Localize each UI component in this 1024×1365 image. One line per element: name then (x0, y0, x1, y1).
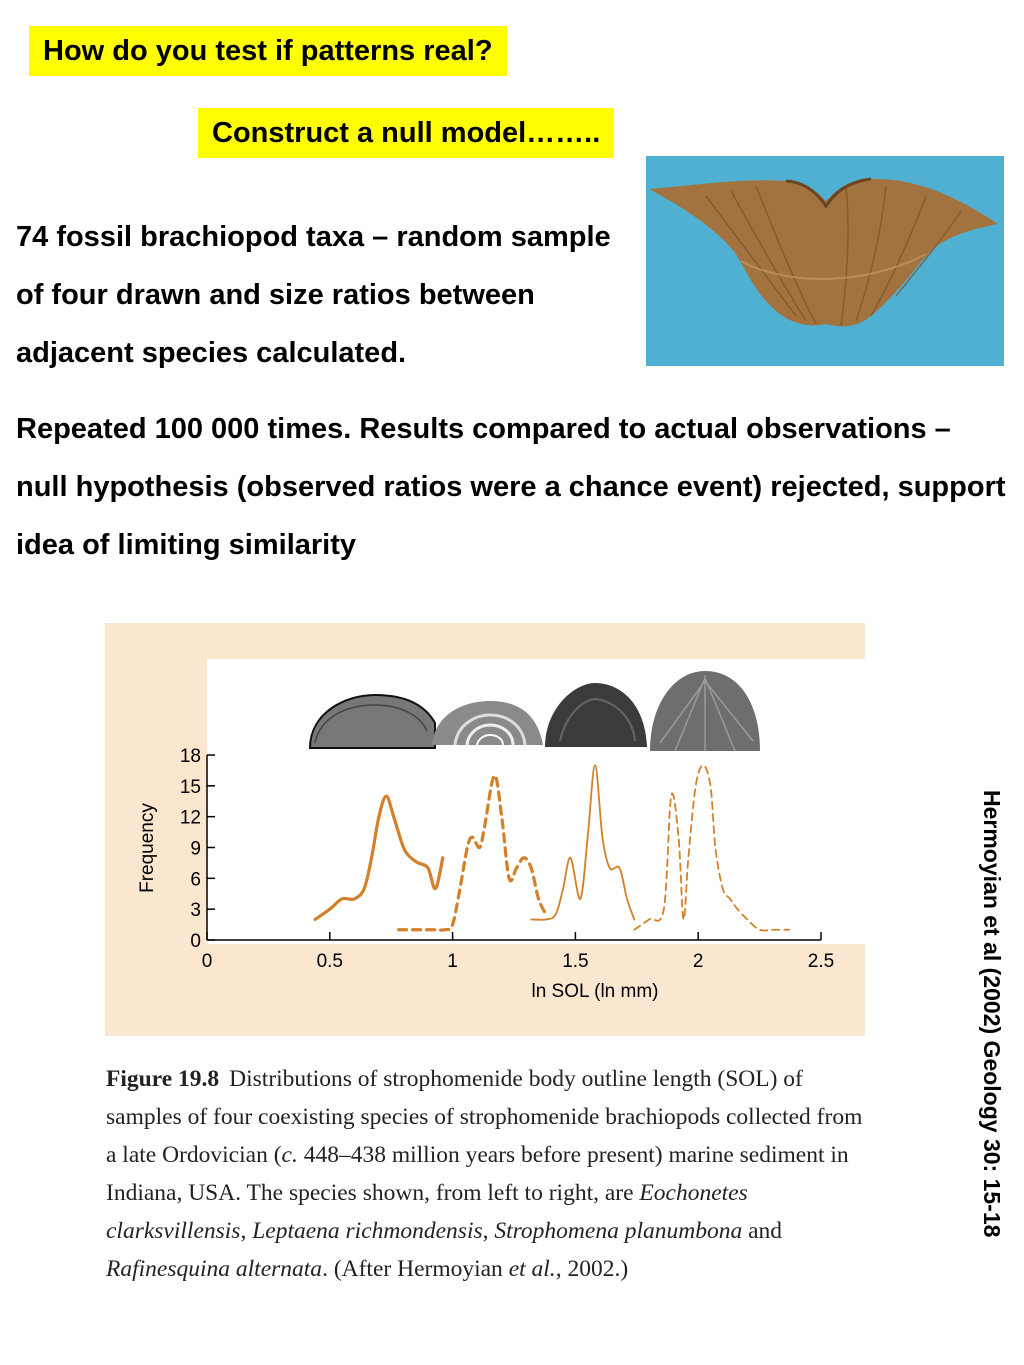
series-line-4 (633, 764, 790, 932)
shell-leptaena (432, 701, 543, 746)
x-tick-label: 1 (447, 951, 458, 972)
caption-part: Eochonetes clarksvillensis (106, 1180, 748, 1244)
shell-eochonetes (308, 693, 436, 749)
caption-part: et al. (508, 1256, 556, 1282)
shell-strophomena (545, 683, 647, 747)
x-tick-label: 1.5 (562, 951, 588, 972)
y-tick-label: 15 (180, 777, 201, 798)
caption-part: Distributions of strophomenide body outl… (106, 1066, 863, 1168)
brachiopod-sample-text: 74 fossil brachiopod taxa – random sampl… (16, 221, 611, 369)
caption-part: Rafinesquina alternata (106, 1256, 323, 1282)
y-tick-label: 6 (190, 869, 201, 890)
caption-part: c. (281, 1142, 298, 1168)
caption-part: , (240, 1218, 253, 1244)
y-tick-label: 0 (190, 931, 201, 952)
series-line-3 (530, 764, 636, 921)
x-tick-label: 2.5 (808, 951, 834, 972)
null-model-callout: Construct a null model…….. (198, 108, 615, 158)
caption-part: Leptaena richmondensis (252, 1218, 483, 1244)
figure-caption: Figure 19.8 Distributions of strophomenid… (106, 1060, 866, 1288)
brachiopod-photo (646, 156, 1004, 366)
citation-vertical: Hermoyian et al (2002) Geology 30: 15-18 (972, 790, 1012, 1310)
y-axis-label: Frequency (137, 803, 158, 893)
y-tick-label: 3 (190, 900, 201, 921)
caption-part: , 2002.) (555, 1256, 629, 1282)
x-tick-label: 0 (202, 951, 213, 972)
citation-text: Hermoyian et al (2002) Geology 30: 15-18 (979, 790, 1005, 1238)
caption-part: . (After Hermoyian (322, 1256, 509, 1282)
y-tick-label: 9 (190, 839, 201, 860)
chart-axes: 0 3 6 9 12 15 18 0 0.5 1 1.5 2 2.5 (180, 746, 834, 972)
caption-part: Strophomena planumbona (494, 1218, 743, 1244)
figure-label: Figure 19.8 (106, 1066, 220, 1092)
y-tick-label: 12 (180, 808, 201, 829)
plot-background (207, 659, 865, 944)
chart-series (313, 764, 790, 932)
series-line-1 (313, 794, 445, 922)
shell-rafinesquina (650, 671, 760, 752)
question-callout: How do you test if patterns real? (29, 26, 507, 76)
x-tick-label: 2 (693, 951, 704, 972)
caption-part: and (742, 1218, 783, 1244)
y-tick-label: 18 (180, 746, 201, 767)
series-line-2 (396, 773, 548, 932)
caption-part: , (482, 1218, 495, 1244)
caption-part: 448–438 million years before present) ma… (106, 1142, 849, 1206)
null-model-result-text: Repeated 100 000 times. Results compared… (16, 413, 1006, 561)
x-tick-label: 0.5 (317, 951, 343, 972)
figure-caption-text: Distributions of strophomenide body outl… (106, 1066, 862, 1282)
x-axis-label: ln SOL (ln mm) (531, 981, 658, 1002)
frequency-chart: 0 3 6 9 12 15 18 0 0.5 1 1.5 2 2.5 ln SOL (ln mm) Fr… (137, 659, 865, 1002)
